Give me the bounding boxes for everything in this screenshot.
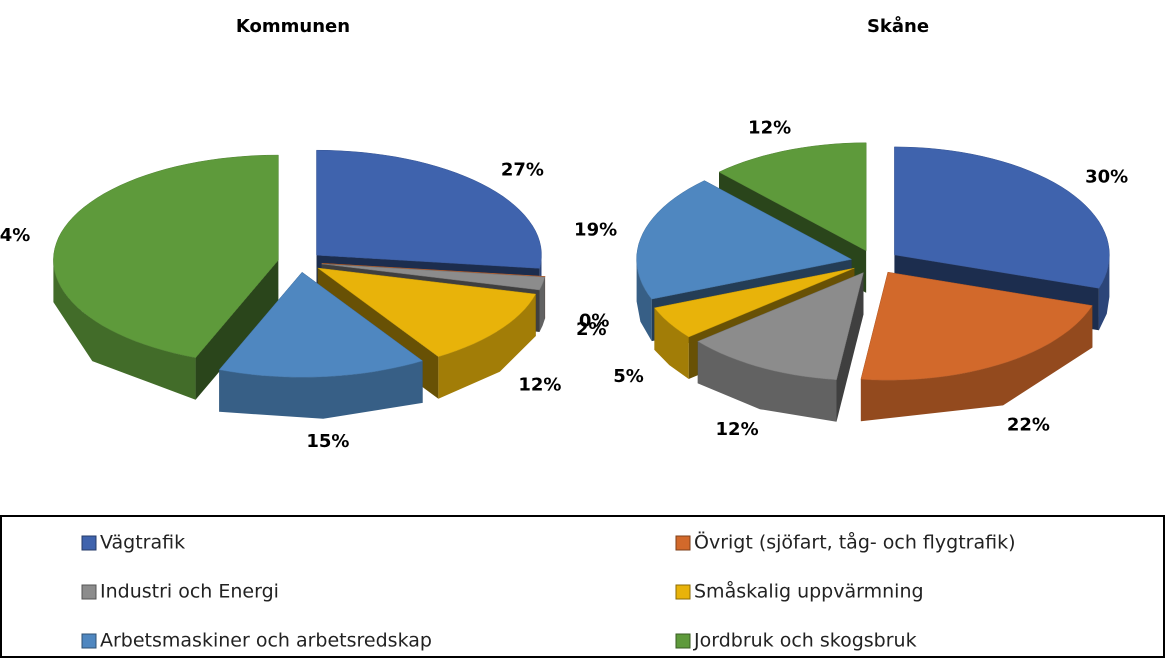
chart-title: Skåne bbox=[867, 15, 929, 37]
slice bbox=[316, 149, 542, 269]
legend-swatch bbox=[675, 633, 691, 649]
legend-swatch bbox=[675, 584, 691, 600]
legend-swatch bbox=[81, 535, 97, 551]
slice-wall bbox=[654, 307, 689, 379]
data-label: 12% bbox=[748, 117, 791, 138]
slice bbox=[697, 272, 864, 380]
slice-wall bbox=[697, 341, 837, 422]
chart-title: Kommunen bbox=[236, 16, 350, 37]
data-label: 30% bbox=[1085, 166, 1128, 187]
slice-wall bbox=[539, 277, 545, 332]
slice-wall bbox=[860, 305, 1093, 422]
data-label: 12% bbox=[518, 374, 561, 395]
slice bbox=[653, 267, 855, 338]
legend-swatch bbox=[675, 535, 691, 551]
data-label: 22% bbox=[1007, 414, 1050, 435]
data-label: 19% bbox=[574, 220, 617, 241]
legend-label: Industri och Energi bbox=[100, 581, 279, 603]
data-label: 0% bbox=[579, 310, 610, 331]
slice bbox=[636, 180, 853, 300]
data-label: 2% bbox=[576, 319, 607, 340]
slice-wall bbox=[438, 294, 536, 399]
legend-swatch bbox=[81, 584, 97, 600]
slice-side bbox=[195, 260, 279, 400]
slice bbox=[321, 263, 546, 291]
data-label: 27% bbox=[501, 159, 544, 180]
data-label: 15% bbox=[306, 431, 349, 452]
slice bbox=[316, 267, 537, 357]
legend-swatch bbox=[81, 633, 97, 649]
legend-label: Övrigt (sjöfart, tåg- och flygtrafik) bbox=[694, 531, 1016, 554]
slice-wall bbox=[219, 360, 423, 419]
data-label: 12% bbox=[716, 419, 759, 440]
slice bbox=[53, 154, 279, 358]
slice-wall bbox=[53, 260, 196, 400]
slice bbox=[894, 146, 1110, 289]
legend-label: Arbetsmaskiner och arbetsredskap bbox=[100, 630, 432, 652]
data-label: 44% bbox=[0, 225, 30, 246]
slice-wall bbox=[1098, 254, 1110, 331]
slice bbox=[860, 271, 1093, 381]
slice bbox=[218, 271, 424, 378]
data-label: 5% bbox=[613, 366, 644, 387]
legend-label: Småskalig uppvärmning bbox=[694, 580, 924, 603]
slice bbox=[718, 142, 867, 252]
legend-label: Jordbruk och skogsbruk bbox=[693, 630, 917, 652]
legend-label: Vägtrafik bbox=[100, 532, 185, 554]
legend-box bbox=[0, 515, 1165, 658]
